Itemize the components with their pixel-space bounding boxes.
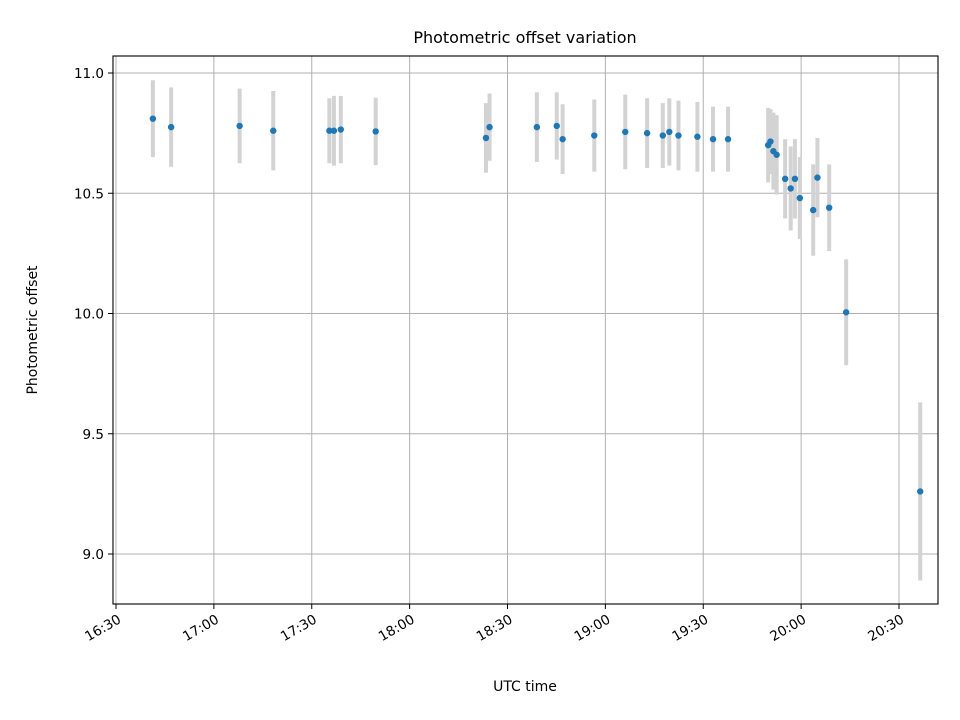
data-point bbox=[533, 123, 541, 131]
x-tick-label: 18:30 bbox=[474, 612, 516, 645]
data-point bbox=[825, 204, 833, 211]
data-point bbox=[767, 138, 774, 145]
y-axis-label: Photometric offset bbox=[25, 265, 41, 395]
y-tick-label: 11.0 bbox=[74, 66, 104, 82]
data-point bbox=[270, 127, 277, 134]
data-point bbox=[694, 133, 701, 140]
data-point bbox=[773, 151, 780, 158]
x-tick-label: 20:30 bbox=[865, 612, 907, 645]
data-point bbox=[809, 206, 817, 214]
y-axis-ticks: 9.0 9.5 10.0 10.5 11.0 bbox=[74, 66, 113, 563]
x-axis-ticks: 16:30 17:00 17:30 18:00 18:30 19:00 19:30 20:00… bbox=[82, 604, 907, 645]
plot-frame bbox=[112, 55, 939, 605]
data-point bbox=[553, 122, 560, 130]
data-point bbox=[337, 126, 344, 133]
y-tick-label: 10.5 bbox=[74, 186, 104, 202]
data-point bbox=[787, 185, 794, 192]
data-point bbox=[791, 175, 799, 183]
data-point bbox=[482, 134, 490, 142]
chart-title: Photometric offset variation bbox=[413, 28, 636, 47]
data-point bbox=[781, 175, 789, 183]
data-point bbox=[724, 135, 732, 143]
error-bars bbox=[150, 80, 923, 581]
y-tick-label: 9.0 bbox=[83, 547, 104, 563]
data-point bbox=[372, 128, 379, 135]
data-point bbox=[326, 127, 333, 134]
data-point bbox=[659, 132, 666, 139]
x-tick-label: 17:30 bbox=[278, 612, 320, 645]
x-tick-label: 16:30 bbox=[82, 612, 124, 645]
data-point bbox=[675, 132, 682, 139]
data-points bbox=[149, 115, 924, 495]
data-point bbox=[167, 123, 175, 131]
data-point bbox=[814, 174, 821, 181]
data-point bbox=[236, 122, 243, 130]
x-tick-label: 19:00 bbox=[572, 612, 614, 645]
data-point bbox=[917, 488, 924, 495]
x-tick-label: 19:30 bbox=[670, 612, 712, 645]
y-tick-label: 10.0 bbox=[74, 307, 104, 323]
data-point bbox=[591, 132, 598, 139]
x-tick-label: 17:00 bbox=[180, 612, 222, 645]
data-point bbox=[709, 135, 717, 143]
data-point bbox=[486, 123, 493, 131]
y-tick-label: 9.5 bbox=[83, 427, 104, 443]
data-point bbox=[666, 128, 673, 136]
data-point bbox=[622, 128, 629, 136]
x-axis-label: UTC time bbox=[493, 679, 557, 695]
data-point bbox=[643, 129, 651, 137]
x-tick-label: 20:00 bbox=[767, 612, 809, 645]
grid bbox=[113, 56, 938, 604]
data-point bbox=[842, 309, 850, 316]
x-tick-label: 18:00 bbox=[376, 612, 418, 645]
data-point bbox=[796, 194, 804, 202]
data-point bbox=[149, 115, 157, 122]
data-point bbox=[330, 127, 338, 134]
data-point bbox=[559, 135, 566, 143]
